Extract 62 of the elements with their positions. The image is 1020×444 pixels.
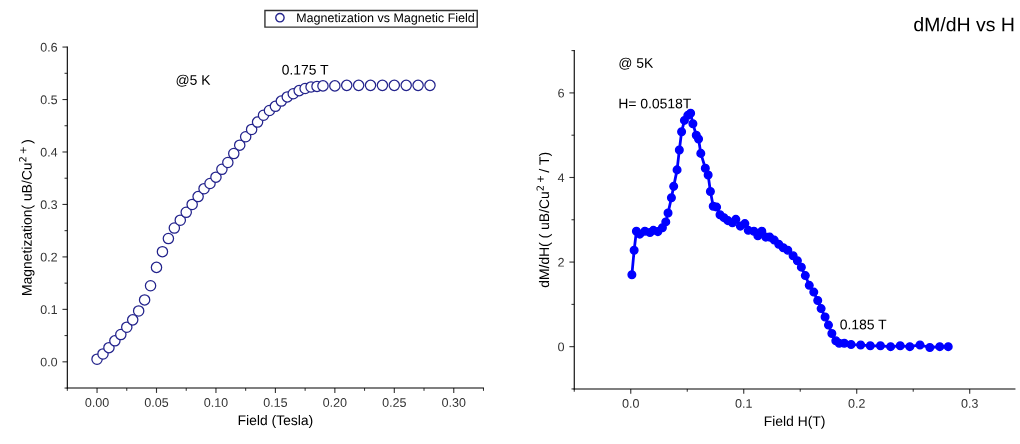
y-axis-title: Magnetization( uB/Cu$^{2+}$): [19, 140, 35, 295]
point: [239, 130, 252, 143]
annotation: H= 0.0518T: [619, 98, 691, 109]
y-axis-title: dM/dH( ( uB/Cu$^{2+}$/ T): [536, 152, 552, 288]
point: [126, 314, 139, 326]
x-tick-label: 0.20: [323, 398, 347, 407]
point: [186, 198, 198, 211]
point: [120, 321, 133, 333]
point: [192, 190, 204, 203]
point: [162, 232, 175, 245]
point: [156, 245, 169, 258]
x-tick-label: 0.25: [382, 398, 406, 407]
x-tick-label: 0.05: [144, 398, 169, 407]
y-tick-label: 0.6: [40, 42, 58, 52]
annotation: 0.185 T: [840, 319, 887, 330]
annotation: 0.175 T: [282, 64, 329, 75]
point: [400, 79, 412, 92]
x-tick-label: 0.3: [961, 399, 978, 408]
x-tick-label: 0.15: [263, 398, 288, 407]
point: [150, 261, 163, 274]
y-tick-label: 0.0: [40, 357, 58, 367]
y-tick-label: 0.4: [40, 147, 58, 157]
x-tick-label: 0.10: [204, 398, 228, 407]
point: [352, 79, 365, 92]
point: [233, 139, 246, 151]
x-tick-label: 0.30: [442, 398, 466, 407]
point: [144, 279, 157, 292]
point: [317, 80, 329, 92]
point: [115, 328, 127, 341]
y-tick-label: 0.2: [40, 252, 57, 262]
x-tick-label: 0.0: [622, 399, 639, 408]
point: [340, 79, 353, 92]
x-tick-label: 0.00: [85, 398, 109, 407]
point: [228, 147, 240, 160]
y-tick-label: 2: [558, 257, 564, 267]
point: [424, 79, 436, 92]
point: [412, 79, 424, 92]
point: [180, 206, 192, 219]
point: [222, 156, 234, 169]
point: [364, 79, 377, 92]
annotation: @ 5K: [619, 57, 654, 70]
legend-label: Magnetization vs Magnetic Field: [297, 13, 474, 25]
point: [174, 214, 187, 226]
point: [388, 79, 401, 92]
y-tick-label: 6: [558, 88, 564, 98]
y-tick-label: 0.1: [40, 305, 57, 315]
x-axis-title: Field H(T): [764, 415, 825, 429]
point: [376, 79, 389, 92]
y-tick-label: 0: [558, 342, 565, 352]
point: [138, 294, 151, 306]
point: [168, 222, 181, 234]
x-tick-label: 0.1: [735, 399, 752, 408]
point: [132, 305, 145, 317]
point: [210, 171, 222, 183]
y-tick-label: 0.3: [40, 200, 58, 210]
annotation: @5 K: [176, 74, 211, 87]
point: [329, 80, 341, 92]
y-tick-label: 4: [557, 173, 565, 183]
chart-title: dM/dH vs H: [914, 17, 1014, 32]
x-axis-title: Field (Tesla): [238, 414, 313, 428]
y-tick-label: 0.5: [40, 95, 58, 105]
x-tick-label: 0.2: [848, 399, 865, 408]
